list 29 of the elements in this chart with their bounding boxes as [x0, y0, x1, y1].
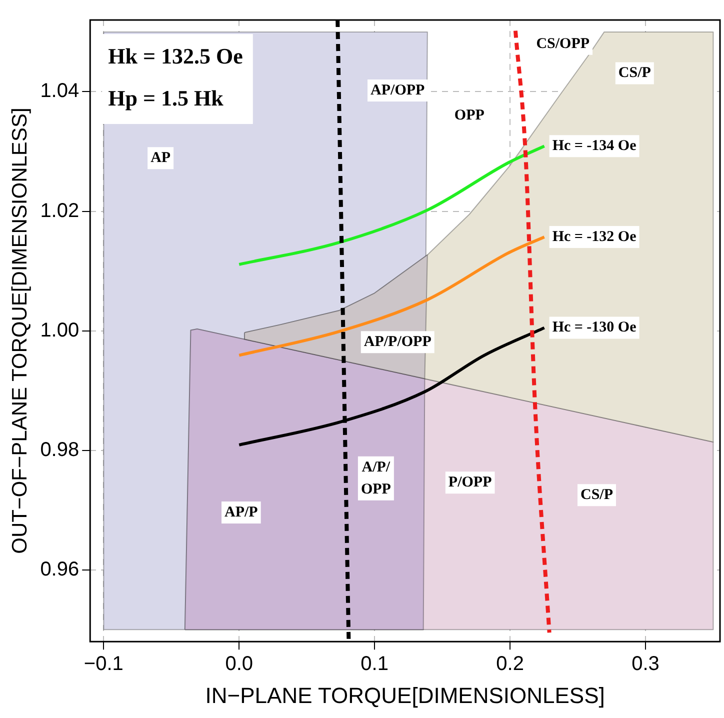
y-tick-label: 1.04 [40, 80, 80, 102]
x-axis-title: IN−PLANE TORQUE[DIMENSIONLESS] [205, 682, 605, 708]
annotation: CS/OPP [536, 36, 590, 52]
annotation: A/P/ OPP [360, 459, 391, 498]
x-tick-label: 0.2 [496, 653, 524, 676]
annotation: CS/P [618, 65, 651, 82]
annotation: AP/P/OPP [364, 334, 432, 350]
line-series [238, 144, 546, 266]
annotation: AP/P [224, 504, 258, 520]
x-tick-label: 0.3 [632, 653, 660, 676]
series-label: Hc = -130 Oe [552, 320, 637, 336]
x-tick-label: 0.1 [360, 653, 388, 676]
x-tick-label: 0.0 [225, 653, 254, 676]
y-tick-label: 1.02 [40, 200, 80, 222]
line-series [238, 235, 546, 357]
series-label: Hc = -134 Oe [552, 138, 637, 154]
x-tick-label: −0.1 [84, 653, 124, 676]
series-label: Hc = -132 Oe [552, 228, 637, 245]
annotation: Hk = 132.5 Oe [108, 44, 244, 69]
y-axis-title: OUT−OF−PLANE TORQUE[DIMENSIONLESS] [8, 108, 32, 554]
annotation: P/OPP [448, 474, 492, 490]
annotation: CS/P [580, 487, 613, 504]
annotation: AP/OPP [370, 82, 425, 98]
annotation: AP [150, 150, 171, 166]
y-tick-label: 0.96 [40, 558, 80, 580]
annotation: Hp = 1.5 Hk [108, 86, 224, 111]
y-tick-label: 1.00 [40, 319, 80, 342]
annotation: OPP [454, 108, 484, 124]
y-tick-label: 0.98 [40, 438, 80, 461]
